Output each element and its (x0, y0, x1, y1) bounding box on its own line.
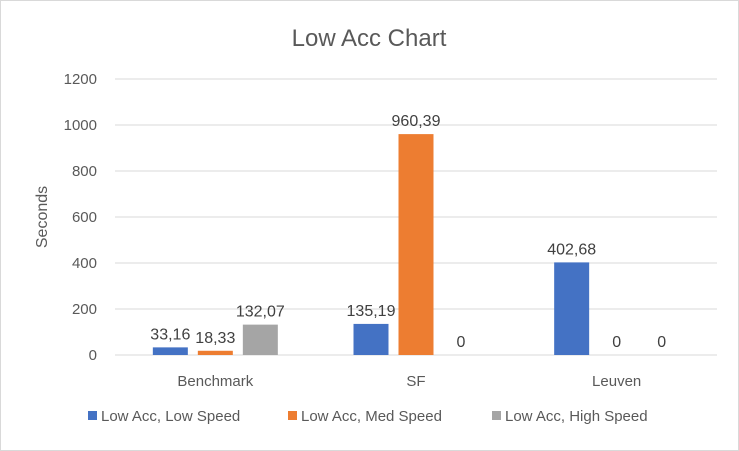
y-tick-label: 1200 (64, 71, 97, 88)
y-tick-label: 400 (72, 255, 97, 272)
y-tick-label: 200 (72, 301, 97, 318)
x-tick-label: SF (406, 373, 425, 390)
data-label: 0 (457, 334, 466, 351)
data-label: 960,39 (392, 113, 441, 130)
bars (152, 134, 590, 355)
legend: Low Acc, Low Speed Low Acc, Med Speed Low … (88, 408, 648, 425)
data-label: 402,68 (547, 241, 596, 258)
bar (353, 323, 389, 355)
data-label: 0 (657, 334, 666, 351)
y-tick-label: 1000 (64, 117, 97, 134)
bar (197, 350, 233, 355)
y-tick-label: 800 (72, 163, 97, 180)
legend-label: Low Acc, High Speed (505, 408, 648, 425)
data-label: 0 (612, 334, 621, 351)
legend-label: Low Acc, Low Speed (101, 408, 240, 425)
x-tick-label: Leuven (592, 373, 641, 390)
bar (398, 134, 434, 355)
data-label: 132,07 (236, 304, 285, 321)
data-label: 33,16 (150, 326, 190, 343)
legend-swatch (492, 411, 501, 420)
y-axis-ticks: 0 200 400 600 800 1000 1200 (64, 71, 97, 364)
data-label: 18,33 (195, 330, 235, 347)
x-tick-label: Benchmark (177, 373, 253, 390)
data-label: 135,19 (347, 303, 396, 320)
y-tick-label: 0 (89, 347, 97, 364)
legend-swatch (88, 411, 97, 420)
chart-title: Low Acc Chart (292, 25, 447, 52)
legend-swatch (288, 411, 297, 420)
bar (152, 347, 188, 355)
bar (242, 324, 278, 355)
bar (554, 262, 590, 355)
y-tick-label: 600 (72, 209, 97, 226)
legend-label: Low Acc, Med Speed (301, 408, 442, 425)
y-axis-title: Seconds (34, 186, 51, 248)
x-axis-ticks: Benchmark SF Leuven (177, 373, 641, 390)
